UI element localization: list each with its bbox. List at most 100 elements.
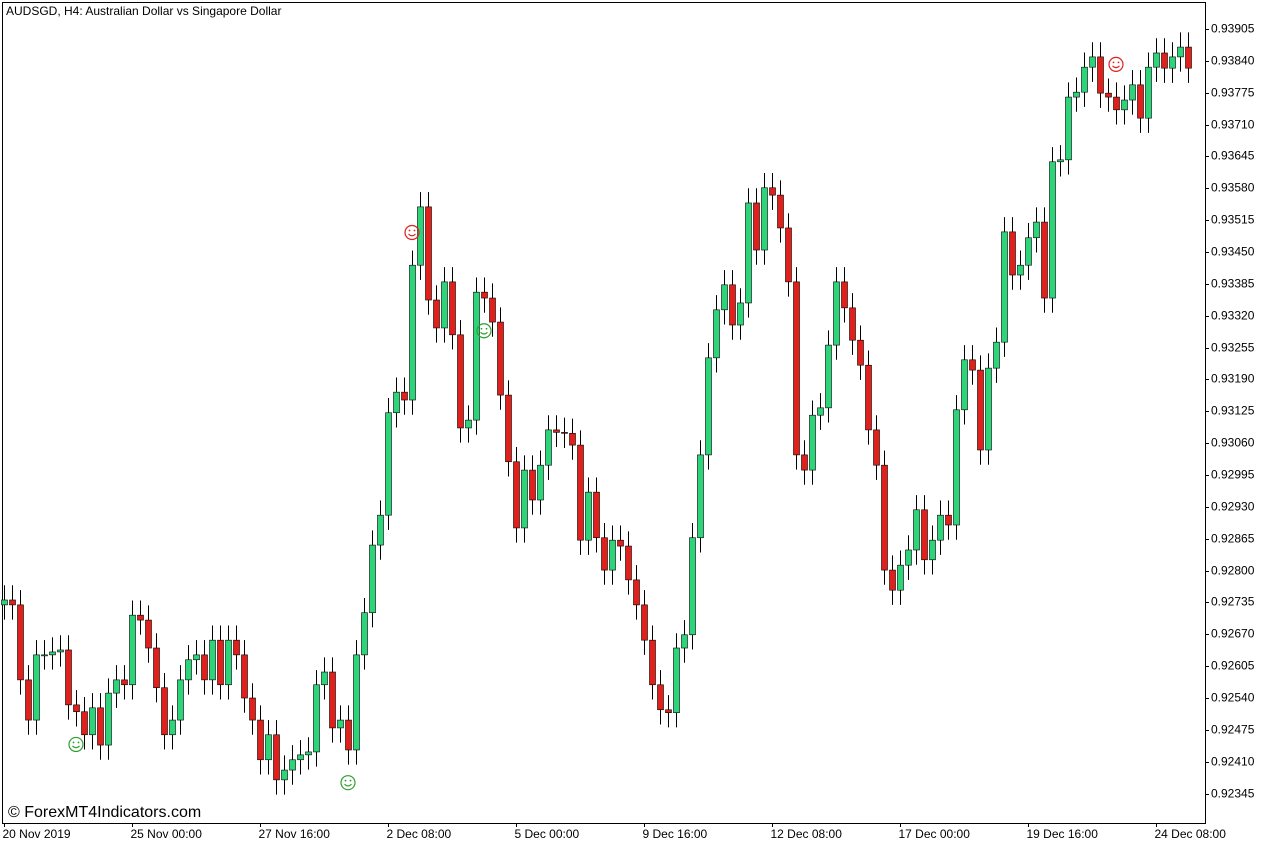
x-tick-label: 19 Dec 16:00 [1027, 827, 1099, 841]
candle-body [937, 514, 944, 541]
candle-body [465, 419, 472, 429]
candle-body [521, 469, 528, 529]
candle-body [633, 579, 640, 606]
candle-body [1041, 221, 1048, 299]
smiley-eye [413, 229, 416, 232]
candle-body [1049, 161, 1056, 299]
candle-body [449, 281, 456, 336]
x-tick-label: 2 Dec 08:00 [387, 827, 452, 841]
smiley-eye [1112, 61, 1115, 64]
candle-body [801, 454, 808, 471]
candle-body [817, 407, 824, 416]
y-tick-label: 0.93255 [1211, 341, 1255, 355]
candle-body [545, 429, 552, 466]
y-tick-label: 0.93580 [1211, 181, 1255, 195]
candle-body [705, 357, 712, 456]
candle-body [993, 341, 1000, 369]
candle-body [9, 599, 16, 606]
y-tick-label: 0.93125 [1211, 404, 1255, 418]
candle-body [753, 202, 760, 251]
candle-body [681, 634, 688, 649]
smiley-eye [77, 741, 80, 744]
candle-body [185, 659, 192, 681]
y-tick-label: 0.93515 [1211, 213, 1255, 227]
x-tick-label: 20 Nov 2019 [3, 827, 71, 841]
candle-body [905, 549, 912, 566]
smiley-face [68, 736, 84, 753]
watermark: © ForexMT4Indicators.com [8, 804, 201, 821]
y-tick-label: 0.92475 [1211, 723, 1255, 737]
candle-body [1105, 92, 1112, 98]
y-tick-label: 0.93905 [1211, 22, 1255, 36]
y-tick-label: 0.92345 [1211, 787, 1255, 801]
candle-body [409, 264, 416, 401]
candle-body [537, 464, 544, 501]
candle-body [153, 647, 160, 689]
candle-body [601, 537, 608, 571]
candle-body [425, 206, 432, 301]
candle-body [313, 684, 320, 753]
candle-body [329, 671, 336, 729]
candle-body [809, 414, 816, 471]
candle-body [1113, 96, 1120, 111]
x-tick-label: 17 Dec 00:00 [899, 827, 971, 841]
candle-body [1017, 264, 1024, 276]
candle-body [585, 491, 592, 541]
x-tick-label: 24 Dec 08:00 [1155, 827, 1227, 841]
x-tick-label: 25 Nov 00:00 [131, 827, 203, 841]
candle-body [713, 309, 720, 359]
candle-body [505, 394, 512, 463]
candle-body [889, 569, 896, 591]
candle-body [697, 454, 704, 539]
y-tick-label: 0.93645 [1211, 149, 1255, 163]
candle-body [353, 654, 360, 751]
y-tick-label: 0.93450 [1211, 245, 1255, 259]
candle-body [377, 514, 384, 546]
smiley-mouth [72, 745, 80, 749]
candle-body [473, 291, 480, 421]
candle-body [921, 509, 928, 561]
candle-body [881, 464, 888, 571]
candle-body [401, 391, 408, 401]
candle-body [1057, 159, 1064, 163]
candle-body [737, 302, 744, 326]
candle-body [625, 545, 632, 581]
candle-body [129, 614, 136, 686]
candle-body [577, 444, 584, 541]
y-tick-label: 0.92540 [1211, 691, 1255, 705]
candle-body [1089, 56, 1096, 68]
candle-body [785, 227, 792, 283]
candle-body [233, 639, 240, 656]
candle-body [369, 544, 376, 614]
candle-body [793, 281, 800, 456]
candle-body [665, 709, 672, 714]
candle-body [105, 692, 112, 746]
y-tick-label: 0.92605 [1211, 659, 1255, 673]
candle-body [49, 651, 56, 656]
candle-body [929, 539, 936, 561]
y-tick-label: 0.93775 [1211, 86, 1255, 100]
candle-body [73, 704, 80, 713]
candle-body [1161, 52, 1168, 69]
candle-body [193, 654, 200, 661]
candle-body [729, 284, 736, 326]
signal-smiley [68, 736, 84, 753]
smiley-mouth [480, 331, 488, 335]
candle-body [689, 537, 696, 636]
candle-body [969, 359, 976, 371]
candle-body [489, 297, 496, 323]
candle-body [617, 539, 624, 547]
x-tick-label: 9 Dec 16:00 [643, 827, 708, 841]
smiley-mouth [408, 233, 416, 237]
candle-body [593, 491, 600, 539]
candle-body [1137, 84, 1144, 119]
candle-body [481, 291, 488, 299]
candle-body [609, 539, 616, 571]
candle-body [1009, 231, 1016, 276]
y-tick-label: 0.93385 [1211, 277, 1255, 291]
candle-body [249, 697, 256, 721]
candle-body [121, 679, 128, 686]
candle-body [1025, 237, 1032, 266]
